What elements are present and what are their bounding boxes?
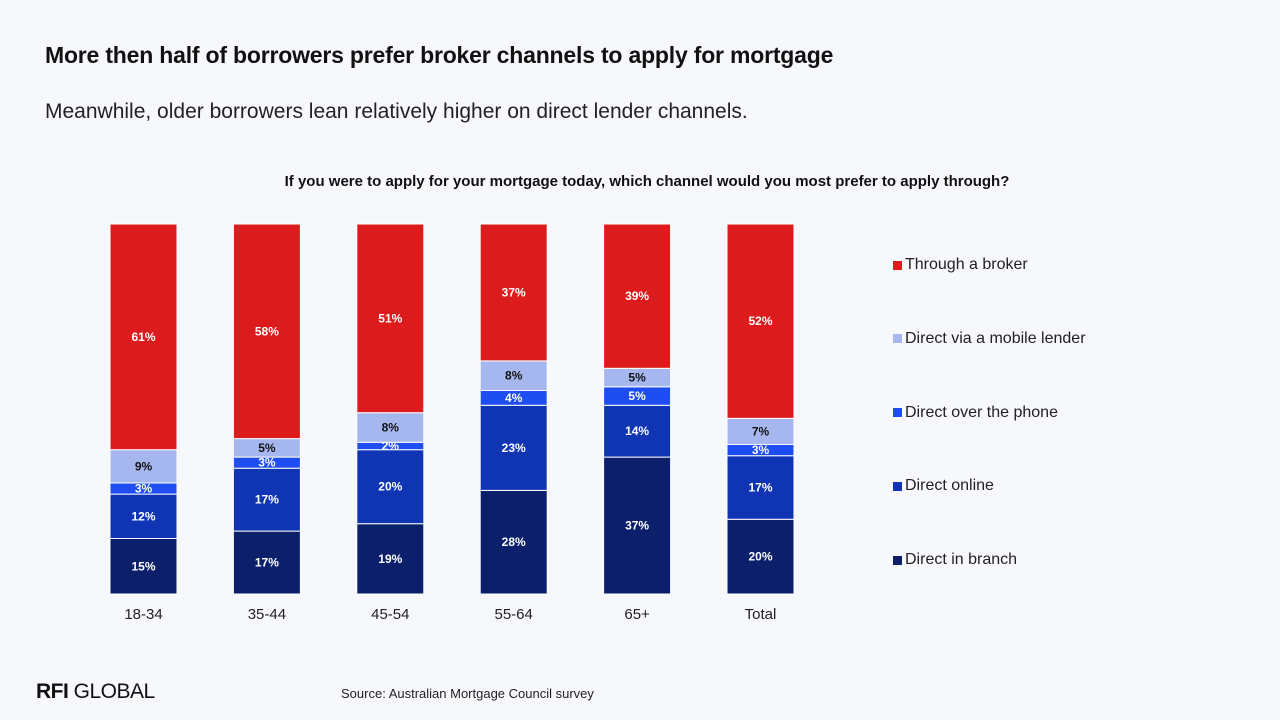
data-label: 52% <box>748 314 772 328</box>
data-label: 17% <box>255 493 279 507</box>
data-label: 58% <box>255 324 279 338</box>
data-label: 19% <box>378 552 402 566</box>
legend-label: Through a broker <box>905 256 1028 273</box>
logo-rfi-text: RFI <box>36 680 69 703</box>
legend-label: Direct via a mobile lender <box>905 329 1086 347</box>
bar-segment-through-a-broker-total <box>726 223 795 419</box>
bar-segment-direct-in-branch-3544 <box>232 530 301 595</box>
bar-segment-direct-online-4554 <box>356 449 425 525</box>
bar-segment-through-a-broker-4554 <box>356 223 425 414</box>
page-title: More then half of borrowers prefer broke… <box>45 42 834 68</box>
bar-segment-direct-online-65 <box>603 404 672 458</box>
data-label: 12% <box>131 509 155 523</box>
bar-segment-direct-via-a-mobile-lender-4554 <box>356 412 425 443</box>
bar-segment-through-a-broker-65 <box>603 223 672 369</box>
page-subtitle: Meanwhile, older borrowers lean relative… <box>45 100 748 123</box>
x-tick-label: 45-54 <box>371 606 409 623</box>
data-label: 15% <box>131 559 155 573</box>
legend-swatch <box>893 481 902 491</box>
x-tick-label: 55-64 <box>495 606 533 623</box>
legend-item: Direct over the phone <box>893 404 1058 422</box>
bar-segment-through-a-broker-1834 <box>109 223 178 451</box>
data-label: 39% <box>625 289 649 303</box>
data-label: 14% <box>625 424 649 438</box>
bar-segment-direct-via-a-mobile-lender-1834 <box>109 449 178 484</box>
bar-segment-direct-online-total <box>726 455 795 520</box>
bar-segment-direct-via-a-mobile-lender-total <box>726 417 795 446</box>
data-label: 23% <box>502 441 526 455</box>
data-label: 20% <box>378 480 402 494</box>
legend-swatch <box>893 408 902 418</box>
bar-segment-direct-in-branch-5564 <box>479 489 548 595</box>
data-label: 7% <box>752 424 770 438</box>
chart-title: If you were to apply for your mortgage t… <box>284 173 1010 190</box>
rfi-global-logo: RFI GLOBAL <box>36 680 155 704</box>
logo-global-text: GLOBAL <box>68 680 156 703</box>
legend-swatch <box>893 555 902 565</box>
data-label: 17% <box>255 556 279 570</box>
data-label: 28% <box>502 535 526 549</box>
data-label: 51% <box>378 311 402 325</box>
data-label: 61% <box>131 330 155 344</box>
data-label: 8% <box>505 369 523 383</box>
data-label: 3% <box>752 443 770 457</box>
bar-segment-through-a-broker-5564 <box>479 223 548 362</box>
data-label: 3% <box>258 456 276 470</box>
data-label: 37% <box>502 285 526 299</box>
bar-segment-direct-in-branch-65 <box>603 456 672 595</box>
legend-item: Through a broker <box>893 256 1028 274</box>
legend-swatch <box>893 334 902 344</box>
bar-segment-through-a-broker-3544 <box>232 223 301 440</box>
data-label: 3% <box>135 482 153 496</box>
legend-item: Direct online <box>893 477 994 495</box>
data-label: 5% <box>258 441 276 455</box>
bar-segment-direct-in-branch-total <box>726 518 795 595</box>
data-label: 4% <box>505 391 523 405</box>
x-tick-label: 35-44 <box>248 606 286 623</box>
data-label: 5% <box>628 371 646 385</box>
source-note: Source: Australian Mortgage Council surv… <box>341 686 594 701</box>
data-label: 17% <box>748 480 772 494</box>
x-tick-label: 18-34 <box>124 606 162 623</box>
x-tick-label: Total <box>745 606 777 623</box>
legend-label: Direct online <box>905 477 994 495</box>
data-label: 20% <box>748 550 772 564</box>
legend-item: Direct via a mobile lender <box>893 330 1086 348</box>
bar-segment-direct-online-5564 <box>479 404 548 491</box>
data-label: 9% <box>135 459 153 473</box>
legend-label: Direct over the phone <box>905 403 1058 421</box>
legend-item: Direct in branch <box>893 551 1017 569</box>
legend-label: Direct in branch <box>905 551 1018 569</box>
x-tick-label: 65+ <box>624 606 650 623</box>
legend-swatch <box>893 260 902 270</box>
data-label: 37% <box>625 519 649 533</box>
data-label: 5% <box>628 389 646 403</box>
data-label: 8% <box>382 421 400 435</box>
bar-segment-direct-online-1834 <box>109 493 178 540</box>
